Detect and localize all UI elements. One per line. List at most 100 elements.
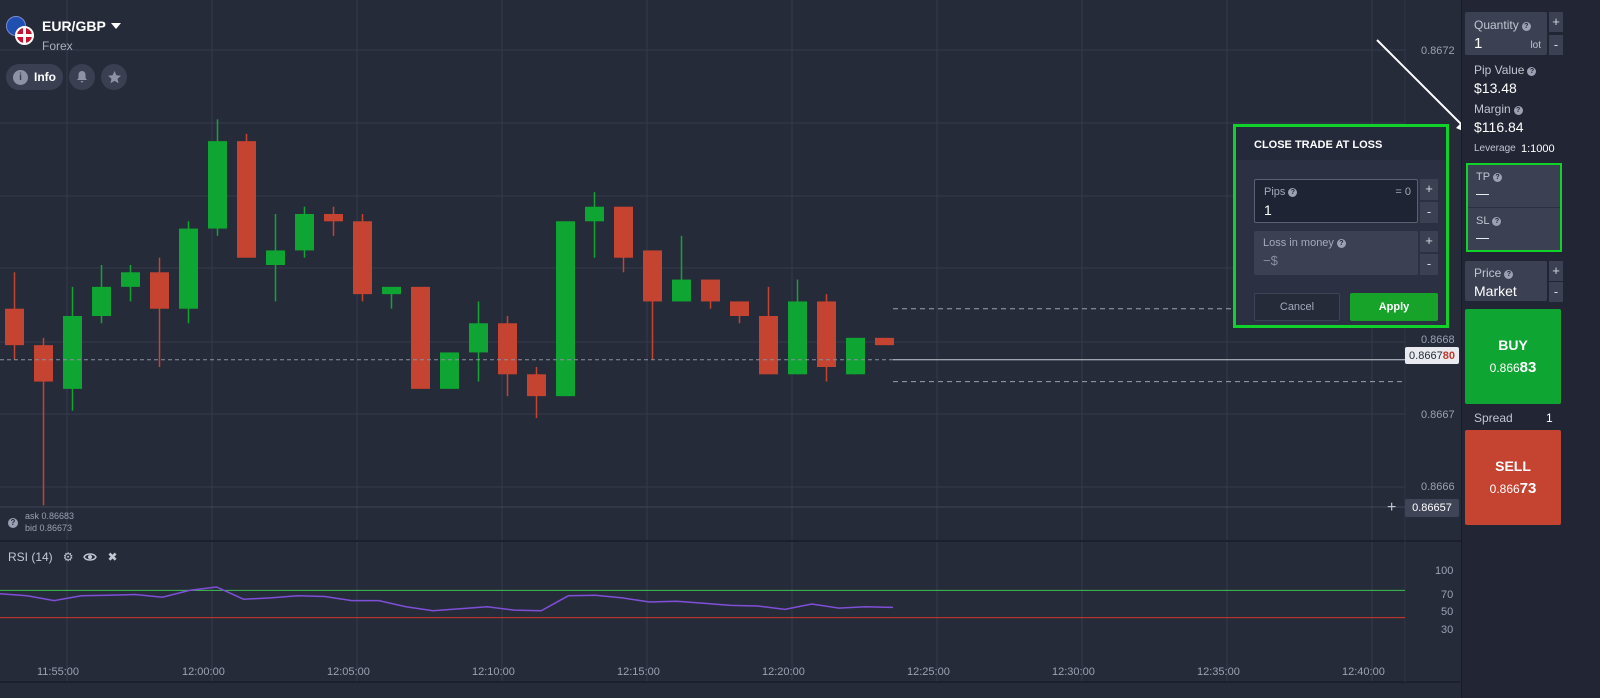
pips-label: Pips [1264, 186, 1286, 198]
pips-increment-button[interactable]: + [1420, 179, 1438, 200]
apply-button[interactable]: Apply [1350, 293, 1438, 321]
rsi-tick-label: 50 [1441, 606, 1454, 618]
alert-button[interactable] [69, 64, 95, 90]
price-decrement-button[interactable]: - [1549, 282, 1563, 302]
favorite-button[interactable] [101, 64, 127, 90]
pips-equal: = 0 [1395, 186, 1411, 198]
spread-label: Spread [1474, 411, 1513, 425]
gear-icon[interactable]: ⚙ [62, 550, 74, 564]
x-tick-label: 12:15:00 [617, 666, 660, 678]
price-chart[interactable] [0, 0, 1490, 698]
price-label: Price [1474, 266, 1502, 280]
price-type-value[interactable]: Market [1474, 283, 1517, 299]
candle-body [875, 337, 894, 346]
quantity-value[interactable]: 1 [1474, 35, 1483, 52]
candle-body [92, 286, 111, 316]
sell-price: 0.86673 [1490, 480, 1537, 497]
candle-body [440, 352, 459, 389]
sl-value[interactable]: — [1476, 230, 1489, 245]
candle-body [150, 272, 169, 309]
y-tick-label: 0.8667 [1421, 409, 1455, 421]
quantity-decrement-button[interactable]: - [1549, 35, 1563, 55]
candle-body [788, 301, 807, 375]
candle-body [498, 323, 517, 375]
loss-decrement-button[interactable]: - [1420, 254, 1438, 275]
x-tick-label: 12:35:00 [1197, 666, 1240, 678]
candle-body [411, 286, 430, 389]
quantity-field[interactable]: Quantity? 1 lot [1465, 12, 1547, 55]
info-button[interactable]: i Info [6, 64, 63, 90]
help-icon: ? [1492, 217, 1502, 226]
loss-money-input[interactable]: Loss in money? −$ [1254, 231, 1418, 275]
bell-icon [77, 71, 87, 83]
quantity-label: Quantity [1474, 18, 1519, 32]
sell-price-tail: 73 [1519, 480, 1537, 497]
candle-body [643, 250, 662, 302]
rsi-tick-label: 100 [1435, 565, 1454, 577]
divider [1468, 207, 1560, 208]
tp-sl-box[interactable]: TP? — SL? — [1466, 163, 1562, 252]
candle-body [614, 206, 633, 258]
pips-field[interactable]: Pips? = 0 1 + - [1254, 179, 1438, 223]
sell-label: SELL [1495, 458, 1531, 474]
y-tick-label: 0.8668 [1421, 334, 1455, 346]
leverage-label: Leverage [1474, 143, 1516, 154]
candle-body [759, 316, 778, 375]
leverage-value: 1:1000 [1521, 143, 1555, 155]
chevron-down-icon[interactable] [110, 23, 121, 29]
pip-value-label: Pip Value [1474, 63, 1525, 77]
help-icon: ? [1527, 67, 1537, 76]
help-icon: ? [1336, 239, 1346, 248]
candle-body [701, 279, 720, 302]
candle-body [208, 141, 227, 229]
x-tick-label: 12:25:00 [907, 666, 950, 678]
candle-body [179, 228, 198, 309]
loss-label: Loss in money [1263, 237, 1334, 249]
pips-value[interactable]: 1 [1264, 202, 1272, 218]
candle-body [237, 141, 256, 258]
candle-body [730, 301, 749, 316]
candle-body [585, 206, 604, 222]
pips-input[interactable]: Pips? = 0 1 [1254, 179, 1418, 223]
x-tick-label: 12:10:00 [472, 666, 515, 678]
loss-placeholder[interactable]: −$ [1263, 253, 1278, 268]
sell-button[interactable]: SELL 0.86673 [1465, 430, 1561, 525]
asset-name[interactable]: EUR/GBP [42, 18, 106, 34]
margin-value: $116.84 [1474, 119, 1524, 135]
asset-category: Forex [42, 39, 73, 53]
close-icon[interactable]: ✖ [107, 550, 118, 564]
close-trade-at-loss-dialog: CLOSE TRADE AT LOSS Pips? = 0 1 + - Loss… [1233, 124, 1449, 328]
help-icon: ? [1288, 188, 1298, 197]
quantity-increment-button[interactable]: + [1549, 12, 1563, 32]
y-tick-label: 0.8666 [1421, 481, 1455, 493]
dialog-title: CLOSE TRADE AT LOSS [1236, 127, 1446, 160]
ask-label: ask 0.86683 [25, 511, 75, 521]
quantity-unit: lot [1530, 40, 1541, 51]
chart-area[interactable]: EUR/GBP Forex i Info ? ask 0.86683 bid 0.… [0, 0, 1490, 698]
info-label: Info [34, 70, 56, 84]
loss-money-field[interactable]: Loss in money? −$ + - [1254, 231, 1438, 275]
eye-icon[interactable] [83, 552, 98, 562]
trade-panel: Quantity? 1 lot + - Pip Value? $13.48 Ma… [1461, 0, 1600, 698]
add-level-icon[interactable]: + [1387, 499, 1397, 516]
rsi-label: RSI (14) [8, 550, 53, 564]
current-price-main: 0.8667 [1409, 349, 1443, 362]
spread-value: 1 [1546, 411, 1553, 425]
candle-body [382, 286, 401, 295]
asset-selector[interactable]: EUR/GBP Forex [6, 16, 121, 53]
buy-button[interactable]: BUY 0.86683 [1465, 309, 1561, 404]
tp-value[interactable]: — [1476, 186, 1489, 201]
price-increment-button[interactable]: + [1549, 261, 1563, 281]
eur-gbp-flag-icon [6, 16, 34, 45]
candle-body [846, 337, 865, 375]
price-type-select[interactable]: Price? Market [1465, 261, 1547, 301]
current-price-tag: 0.8667 80 [1405, 347, 1459, 364]
info-icon: i [13, 69, 28, 85]
pips-decrement-button[interactable]: - [1420, 202, 1438, 223]
cancel-button[interactable]: Cancel [1254, 293, 1340, 321]
y-tick-label: 0.8672 [1421, 45, 1455, 57]
help-icon: ? [1493, 173, 1503, 182]
loss-increment-button[interactable]: + [1420, 231, 1438, 252]
star-icon [107, 70, 121, 83]
candle-body [5, 308, 24, 346]
